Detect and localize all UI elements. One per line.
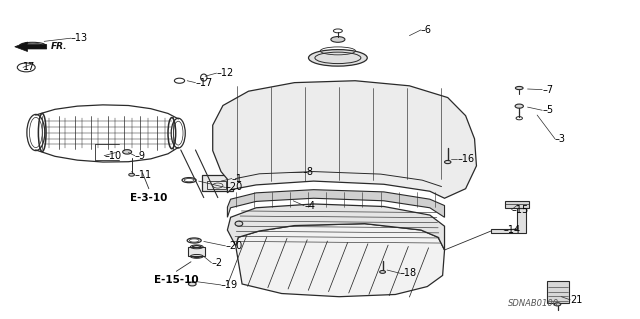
Ellipse shape <box>445 160 451 164</box>
Text: –16: –16 <box>458 154 474 164</box>
Text: 17: 17 <box>23 63 35 72</box>
Ellipse shape <box>515 86 523 90</box>
Ellipse shape <box>123 150 132 154</box>
Text: FR.: FR. <box>51 42 67 51</box>
Ellipse shape <box>515 104 524 108</box>
Ellipse shape <box>331 37 345 42</box>
Text: –19: –19 <box>221 280 238 290</box>
Bar <box>207 181 226 189</box>
Text: –1: –1 <box>232 174 243 183</box>
Polygon shape <box>227 190 445 217</box>
Text: –5: –5 <box>542 105 554 115</box>
Text: 21: 21 <box>570 295 582 305</box>
Ellipse shape <box>20 42 45 48</box>
Text: –14: –14 <box>504 225 521 235</box>
Ellipse shape <box>129 173 134 176</box>
Text: SDNAB0100: SDNAB0100 <box>508 299 559 308</box>
Text: –2: –2 <box>211 258 223 268</box>
Polygon shape <box>236 224 445 297</box>
Text: –9: –9 <box>135 151 146 161</box>
Bar <box>188 247 205 256</box>
Text: –10: –10 <box>104 151 121 161</box>
Text: –12: –12 <box>216 68 234 78</box>
Ellipse shape <box>308 50 367 66</box>
Text: –18: –18 <box>400 268 417 278</box>
Text: –4: –4 <box>304 201 315 211</box>
Ellipse shape <box>235 221 243 226</box>
Text: E-15-10: E-15-10 <box>154 275 198 285</box>
Ellipse shape <box>380 271 385 273</box>
Ellipse shape <box>188 282 196 286</box>
Text: E-3-10: E-3-10 <box>130 193 168 203</box>
Text: –20: –20 <box>225 241 243 251</box>
Text: –8: –8 <box>302 167 313 177</box>
Text: –3: –3 <box>555 134 566 144</box>
Polygon shape <box>15 42 47 51</box>
Bar <box>505 201 529 208</box>
Text: –6: –6 <box>421 25 432 35</box>
Text: –15: –15 <box>511 205 529 215</box>
Bar <box>547 281 569 303</box>
Text: –13: –13 <box>71 33 88 43</box>
Polygon shape <box>491 208 525 233</box>
Text: –7: –7 <box>542 85 554 95</box>
Polygon shape <box>227 204 445 250</box>
Text: –17: –17 <box>195 78 212 88</box>
Polygon shape <box>212 81 476 198</box>
Ellipse shape <box>554 303 561 306</box>
Text: –11: –11 <box>135 170 152 180</box>
Text: –20: –20 <box>225 182 243 192</box>
Bar <box>202 175 232 191</box>
